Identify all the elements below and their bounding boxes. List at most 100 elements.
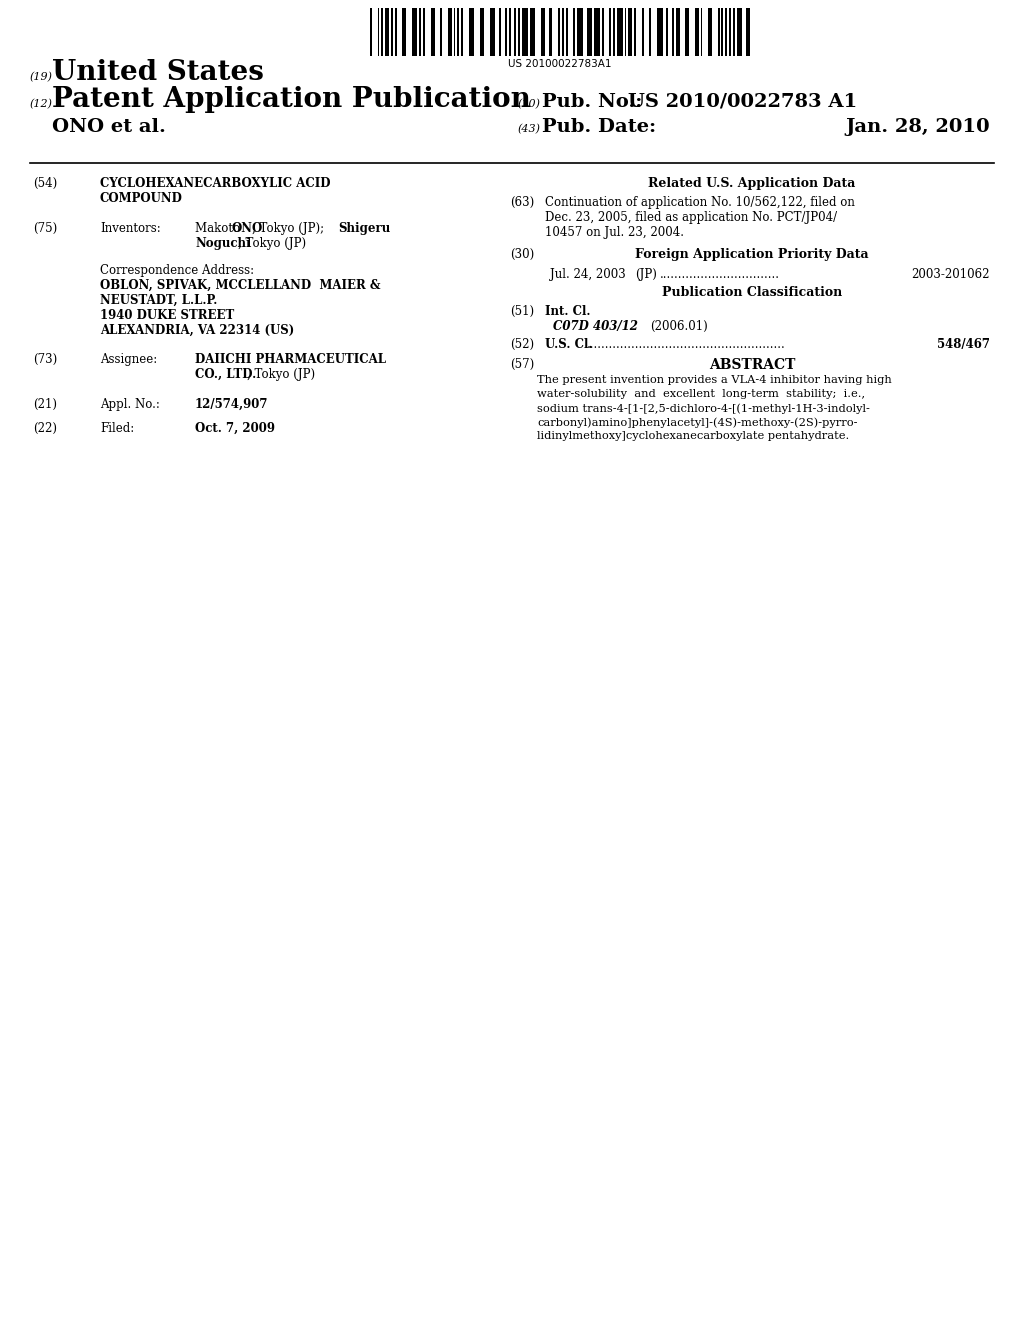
- Text: Appl. No.:: Appl. No.:: [100, 399, 160, 411]
- Text: The present invention provides a VLA-4 inhibitor having high: The present invention provides a VLA-4 i…: [537, 375, 892, 385]
- Text: Shigeru: Shigeru: [338, 222, 390, 235]
- Bar: [722, 8, 723, 55]
- Bar: [381, 8, 383, 55]
- Text: COMPOUND: COMPOUND: [100, 191, 183, 205]
- Bar: [617, 8, 623, 55]
- Bar: [458, 8, 460, 55]
- Text: Jan. 28, 2010: Jan. 28, 2010: [846, 117, 990, 136]
- Text: United States: United States: [52, 59, 264, 86]
- Bar: [672, 8, 674, 55]
- Bar: [509, 8, 511, 55]
- Text: US 2010/0022783 A1: US 2010/0022783 A1: [628, 92, 857, 111]
- Bar: [642, 8, 644, 55]
- Text: Int. Cl.: Int. Cl.: [545, 305, 591, 318]
- Bar: [447, 8, 452, 55]
- Bar: [394, 8, 396, 55]
- Text: Correspondence Address:: Correspondence Address:: [100, 264, 254, 277]
- Text: (54): (54): [33, 177, 57, 190]
- Bar: [667, 8, 669, 55]
- Text: , Tokyo (JP);: , Tokyo (JP);: [252, 222, 328, 235]
- Text: 1940 DUKE STREET: 1940 DUKE STREET: [100, 309, 234, 322]
- Text: ................................: ................................: [660, 268, 780, 281]
- Text: Makoto: Makoto: [195, 222, 244, 235]
- Text: (10): (10): [518, 99, 541, 110]
- Text: Continuation of application No. 10/562,122, filed on: Continuation of application No. 10/562,1…: [545, 195, 855, 209]
- Text: Patent Application Publication: Patent Application Publication: [52, 86, 530, 114]
- Text: NEUSTADT, L.L.P.: NEUSTADT, L.L.P.: [100, 294, 217, 308]
- Bar: [440, 8, 442, 55]
- Text: (75): (75): [33, 222, 57, 235]
- Bar: [587, 8, 592, 55]
- Text: Pub. Date:: Pub. Date:: [542, 117, 656, 136]
- Bar: [370, 8, 372, 55]
- Bar: [695, 8, 698, 55]
- Bar: [549, 8, 552, 55]
- Bar: [529, 8, 536, 55]
- Text: U.S. Cl.: U.S. Cl.: [545, 338, 593, 351]
- Bar: [573, 8, 575, 55]
- Text: (JP): (JP): [635, 268, 656, 281]
- Bar: [412, 8, 418, 55]
- Text: Assignee:: Assignee:: [100, 352, 158, 366]
- Bar: [541, 8, 545, 55]
- Bar: [676, 8, 680, 55]
- Bar: [385, 8, 389, 55]
- Bar: [685, 8, 689, 55]
- Bar: [578, 8, 583, 55]
- Text: (2006.01): (2006.01): [650, 319, 708, 333]
- Text: CYCLOHEXANECARBOXYLIC ACID: CYCLOHEXANECARBOXYLIC ACID: [100, 177, 331, 190]
- Bar: [725, 8, 727, 55]
- Text: (73): (73): [33, 352, 57, 366]
- Bar: [469, 8, 474, 55]
- Text: ALEXANDRIA, VA 22314 (US): ALEXANDRIA, VA 22314 (US): [100, 323, 294, 337]
- Text: 2003-201062: 2003-201062: [911, 268, 990, 281]
- Bar: [625, 8, 627, 55]
- Text: 10457 on Jul. 23, 2004.: 10457 on Jul. 23, 2004.: [545, 226, 684, 239]
- Bar: [402, 8, 407, 55]
- Text: ABSTRACT: ABSTRACT: [709, 358, 796, 372]
- Bar: [634, 8, 636, 55]
- Text: (21): (21): [33, 399, 57, 411]
- Bar: [609, 8, 611, 55]
- Bar: [454, 8, 456, 55]
- Bar: [746, 8, 750, 55]
- Text: CO., LTD.: CO., LTD.: [195, 368, 256, 381]
- Bar: [522, 8, 527, 55]
- Bar: [657, 8, 663, 55]
- Text: (12): (12): [30, 99, 53, 110]
- Text: US 20100022783A1: US 20100022783A1: [508, 59, 611, 69]
- Text: , Tokyo (JP): , Tokyo (JP): [238, 238, 306, 249]
- Text: Foreign Application Priority Data: Foreign Application Priority Data: [635, 248, 868, 261]
- Text: Pub. No.:: Pub. No.:: [542, 92, 642, 111]
- Text: OBLON, SPIVAK, MCCLELLAND  MAIER &: OBLON, SPIVAK, MCCLELLAND MAIER &: [100, 279, 381, 292]
- Bar: [729, 8, 731, 55]
- Bar: [736, 8, 742, 55]
- Bar: [558, 8, 560, 55]
- Text: (19): (19): [30, 71, 53, 82]
- Text: 12/574,907: 12/574,907: [195, 399, 268, 411]
- Text: C07D 403/12: C07D 403/12: [553, 319, 638, 333]
- Text: sodium trans-4-[1-[2,5-dichloro-4-[(1-methyl-1H-3-indolyl-: sodium trans-4-[1-[2,5-dichloro-4-[(1-me…: [537, 403, 869, 413]
- Text: (30): (30): [510, 248, 535, 261]
- Text: Jul. 24, 2003: Jul. 24, 2003: [550, 268, 626, 281]
- Bar: [562, 8, 564, 55]
- Text: Publication Classification: Publication Classification: [662, 286, 842, 300]
- Bar: [700, 8, 702, 55]
- Text: Dec. 23, 2005, filed as application No. PCT/JP04/: Dec. 23, 2005, filed as application No. …: [545, 211, 838, 224]
- Bar: [629, 8, 632, 55]
- Bar: [391, 8, 393, 55]
- Bar: [718, 8, 720, 55]
- Bar: [565, 8, 567, 55]
- Text: carbonyl)amino]phenylacetyl]-(4S)-methoxy-(2S)-pyrro-: carbonyl)amino]phenylacetyl]-(4S)-methox…: [537, 417, 857, 428]
- Bar: [649, 8, 651, 55]
- Bar: [709, 8, 712, 55]
- Text: (63): (63): [510, 195, 535, 209]
- Bar: [461, 8, 463, 55]
- Text: DAIICHI PHARMACEUTICAL: DAIICHI PHARMACEUTICAL: [195, 352, 386, 366]
- Text: (57): (57): [510, 358, 535, 371]
- Bar: [480, 8, 484, 55]
- Text: lidinylmethoxy]cyclohexanecarboxylate pentahydrate.: lidinylmethoxy]cyclohexanecarboxylate pe…: [537, 432, 849, 441]
- Text: 548/467: 548/467: [937, 338, 990, 351]
- Bar: [594, 8, 600, 55]
- Text: Oct. 7, 2009: Oct. 7, 2009: [195, 422, 275, 436]
